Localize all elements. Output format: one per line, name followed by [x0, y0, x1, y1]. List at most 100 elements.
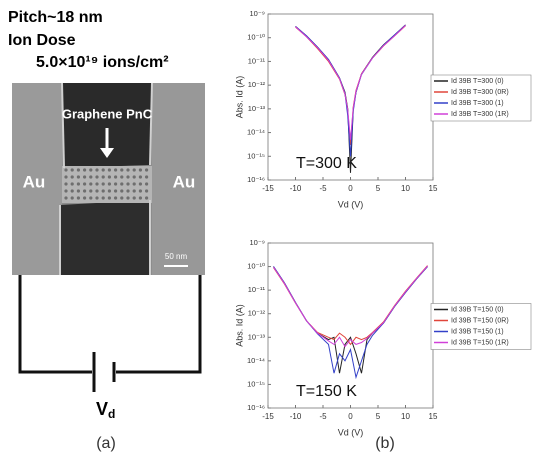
y-tick-label: 10⁻¹³	[248, 332, 266, 341]
lattice-dot	[70, 182, 74, 186]
legend-label: Id 39B T=300 (0)	[451, 78, 504, 85]
caption-a: (a)	[96, 435, 116, 452]
series-line	[273, 265, 428, 348]
lattice-dot	[114, 175, 118, 179]
x-axis-label: Vd (V)	[338, 427, 364, 437]
lattice-dot	[95, 175, 99, 179]
y-tick-label: 10⁻¹²	[248, 309, 266, 318]
x-tick-label: 10	[401, 412, 410, 421]
lattice-dot	[132, 189, 136, 193]
series-line	[295, 25, 406, 146]
lattice-dot	[145, 168, 149, 172]
pitch-label: Pitch~18 nm	[8, 9, 103, 26]
lattice-dot	[132, 175, 136, 179]
x-tick-label: -5	[319, 184, 327, 193]
y-tick-label: 10⁻¹⁵	[247, 379, 265, 388]
lattice-dot	[70, 189, 74, 193]
sem-image	[12, 82, 205, 275]
x-tick-label: -5	[319, 412, 327, 421]
y-axis-label: Abs. Id (A)	[234, 76, 244, 119]
circuit	[18, 275, 202, 392]
lattice-dot	[126, 168, 130, 172]
au-left: Au	[23, 172, 46, 191]
y-tick-label: 10⁻⁹	[249, 9, 265, 18]
lattice-dot	[145, 189, 149, 193]
lattice-dot	[95, 189, 99, 193]
lattice-dot	[138, 189, 142, 193]
lattice-dot	[64, 168, 68, 172]
y-axis-label: Abs. Id (A)	[234, 304, 244, 347]
legend-label: Id 39B T=150 (0R)	[451, 317, 509, 324]
caption-b: (b)	[375, 435, 395, 452]
lattice-dot	[120, 196, 124, 200]
lattice-dot	[64, 182, 68, 186]
dose-title: Ion Dose	[8, 32, 76, 49]
lattice-dot	[64, 196, 68, 200]
lattice-dot	[114, 182, 118, 186]
battery-label-sub: d	[108, 407, 115, 421]
legend-label: Id 39B T=150 (1R)	[451, 339, 509, 346]
x-tick-label: -10	[290, 412, 302, 421]
x-tick-label: 15	[429, 184, 438, 193]
legend-label: Id 39B T=300 (0R)	[451, 89, 509, 96]
lattice-dot	[126, 196, 130, 200]
lattice-dot	[76, 175, 80, 179]
lattice-dot	[114, 168, 118, 172]
lattice-dot	[70, 196, 74, 200]
y-tick-label: 10⁻¹⁴	[247, 128, 265, 137]
x-tick-label: -15	[262, 412, 274, 421]
lattice-dot	[83, 175, 87, 179]
lattice-dot	[95, 168, 99, 172]
lattice-dot	[101, 168, 105, 172]
lattice-dot	[83, 168, 87, 172]
lattice-dot	[138, 196, 142, 200]
x-axis-label: Vd (V)	[338, 199, 364, 209]
legend-label: Id 39B T=150 (1)	[451, 328, 504, 335]
lattice-dot	[70, 175, 74, 179]
lattice-dot	[95, 182, 99, 186]
lattice-dot	[145, 196, 149, 200]
annotation: T=150 K	[296, 383, 357, 400]
x-tick-label: 0	[348, 412, 353, 421]
lattice-dot	[64, 175, 68, 179]
lattice-dot	[101, 175, 105, 179]
lattice-dot	[120, 189, 124, 193]
au-right: Au	[173, 172, 196, 191]
lattice-dot	[138, 168, 142, 172]
lattice-dot	[132, 182, 136, 186]
lattice-dot	[101, 182, 105, 186]
lattice-dot	[76, 189, 80, 193]
lattice-dot	[145, 175, 149, 179]
y-tick-label: 10⁻⁹	[249, 238, 265, 247]
y-tick-label: 10⁻¹²	[248, 80, 266, 89]
lattice-dot	[76, 168, 80, 172]
lattice-dot	[145, 182, 149, 186]
lattice-dot	[107, 182, 111, 186]
scale-bar-label: 50 nm	[165, 252, 188, 261]
lattice-dot	[101, 189, 105, 193]
x-tick-label: -15	[262, 184, 274, 193]
x-tick-label: 5	[376, 412, 381, 421]
legend-label: Id 39B T=300 (1R)	[451, 111, 509, 118]
y-tick-label: 10⁻¹⁴	[247, 356, 265, 365]
lattice-dot	[101, 196, 105, 200]
legend-label: Id 39B T=150 (0)	[451, 306, 504, 313]
x-tick-label: 15	[429, 412, 438, 421]
lattice-dot	[89, 182, 93, 186]
y-tick-label: 10⁻¹¹	[248, 56, 266, 65]
lattice-dot	[107, 168, 111, 172]
lattice-dot	[138, 175, 142, 179]
y-tick-label: 10⁻¹⁰	[247, 33, 265, 42]
y-tick-label: 10⁻¹⁶	[247, 403, 265, 412]
lattice-dot	[89, 168, 93, 172]
battery-label-v: V	[96, 399, 108, 419]
x-tick-label: 0	[348, 184, 353, 193]
x-tick-label: 5	[376, 184, 381, 193]
lattice-dot	[89, 189, 93, 193]
lattice-dot	[120, 168, 124, 172]
lattice-dot	[120, 182, 124, 186]
x-tick-label: -10	[290, 184, 302, 193]
y-tick-label: 10⁻¹³	[248, 104, 266, 113]
lattice-dot	[107, 175, 111, 179]
